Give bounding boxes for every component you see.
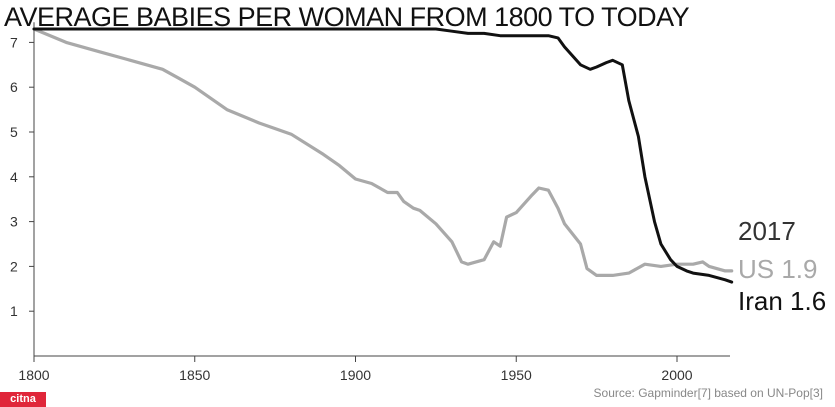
y-tick-label: 4 [10,169,18,185]
source-note: Source: Gapminder[7] based on UN-Pop[3] [593,386,823,400]
y-tick-label: 7 [10,34,18,50]
chart-series [32,27,734,284]
x-tick-label: 1800 [18,367,49,383]
brand-logo: citna [0,392,46,407]
x-tick-label: 1900 [340,367,371,383]
series-line-iran [32,27,734,284]
y-tick-label: 6 [10,79,18,95]
end-year-label: 2017 [738,216,796,246]
chart-title: AVERAGE BABIES PER WOMAN FROM 1800 TO TO… [4,2,690,32]
y-tick-label: 1 [10,303,18,319]
iran-end-label: Iran 1.6 [738,286,826,316]
x-tick-label: 1950 [501,367,532,383]
y-tick-label: 3 [10,214,18,230]
us-end-label: US 1.9 [738,254,818,284]
y-tick-label: 2 [10,258,18,274]
y-tick-label: 5 [10,124,18,140]
chart-axes: 1 2 3 4 5 6 7 1800 1850 1900 1950 2000 [10,22,730,383]
x-tick-label: 1850 [179,367,210,383]
series-line-us [32,27,734,277]
x-tick-label: 2000 [661,367,692,383]
